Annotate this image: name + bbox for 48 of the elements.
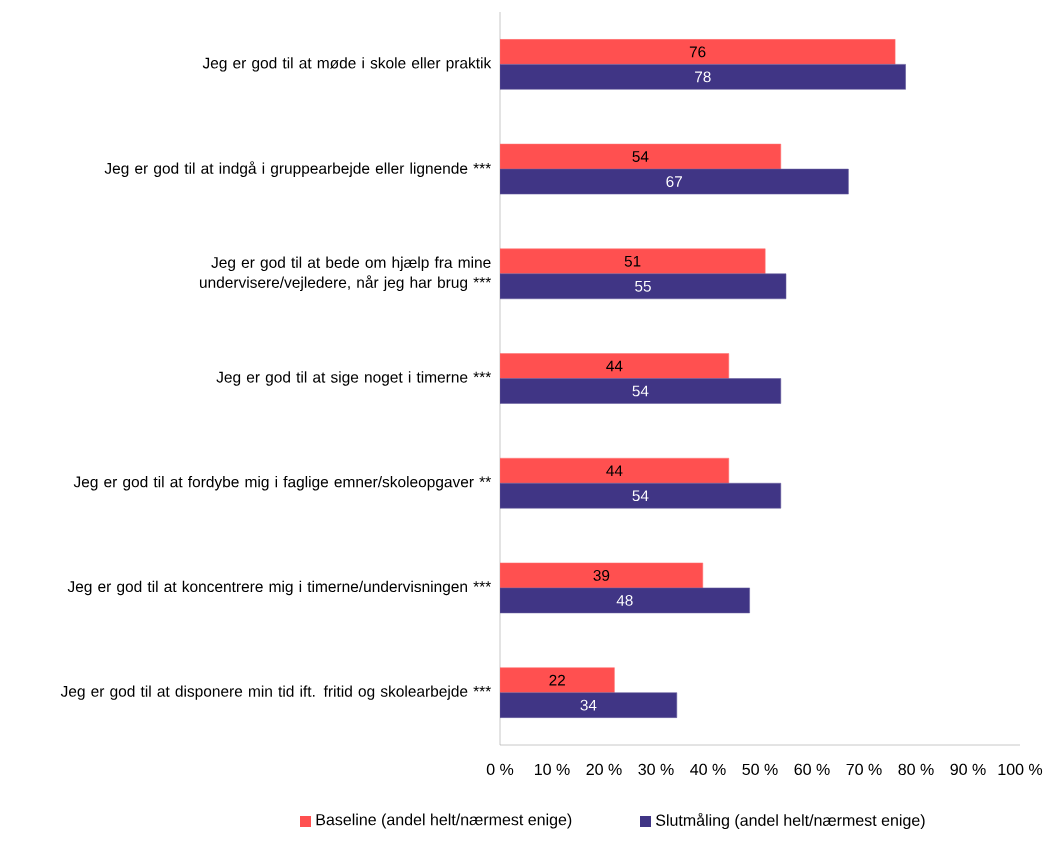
bar bbox=[500, 562, 704, 589]
x-tick-label: 90 % bbox=[950, 763, 986, 776]
y-tick-label: Jeg er god til at indgå i gruppearbejde eller lignende *** bbox=[104, 161, 491, 177]
y-tick-label: Jeg er god til at disponere min tid ift. fritid og skolearbejde *** bbox=[60, 685, 491, 700]
y-tick-label: Jeg er god til at koncentrere mig i timerne/undervisningen *** bbox=[67, 580, 491, 596]
data-label: 44 bbox=[606, 465, 623, 476]
data-label: 44 bbox=[606, 360, 623, 372]
data-label: 34 bbox=[580, 699, 597, 711]
x-tick-label: 60 % bbox=[794, 763, 830, 776]
data-label: 76 bbox=[689, 46, 706, 58]
data-label: 67 bbox=[666, 176, 682, 187]
bar bbox=[500, 248, 766, 275]
bar bbox=[500, 39, 896, 65]
data-label: 54 bbox=[632, 490, 649, 502]
y-tick-label: Jeg er god til at sige noget i timerne *** bbox=[216, 371, 491, 386]
y-tick-label: Jeg er god til at bede om hjælp fra mine undervisere/vejledere, når jeg har brug *** bbox=[199, 256, 491, 292]
x-tick-label: 70 % bbox=[846, 763, 882, 776]
bar bbox=[500, 353, 730, 379]
y-tick-label: Jeg er god til at fordybe mig i faglige emner/skoleopgaver ** bbox=[73, 476, 491, 491]
legend-label: Slutmåling (andel helt/nærmest enige) bbox=[656, 812, 925, 830]
bar bbox=[500, 273, 787, 300]
x-tick-label: 0 % bbox=[486, 763, 514, 776]
bar bbox=[500, 378, 782, 404]
data-label: 39 bbox=[593, 570, 610, 581]
bar bbox=[500, 457, 730, 484]
bar bbox=[500, 587, 750, 614]
x-tick-label: 20 % bbox=[586, 763, 622, 776]
bar bbox=[500, 168, 849, 195]
legend-label: Baseline (andel helt/nærmest enige) bbox=[316, 813, 572, 829]
bar bbox=[500, 692, 678, 718]
bar bbox=[500, 64, 906, 90]
x-tick-label: 40 % bbox=[690, 763, 726, 776]
data-label: 78 bbox=[695, 71, 711, 83]
data-label: 51 bbox=[624, 255, 641, 267]
bar bbox=[500, 143, 782, 170]
x-tick-label: 80 % bbox=[898, 763, 934, 776]
bar bbox=[500, 667, 615, 693]
x-tick-label: 50 % bbox=[742, 763, 778, 776]
y-tick-label: Jeg er god til at møde i skole eller praktik bbox=[202, 57, 492, 72]
data-label: 55 bbox=[635, 280, 651, 292]
x-tick-label: 30 % bbox=[638, 763, 674, 776]
data-label: 54 bbox=[632, 151, 649, 162]
data-label: 48 bbox=[616, 595, 633, 606]
x-tick-label: 100 % bbox=[998, 763, 1043, 776]
data-label: 54 bbox=[632, 385, 649, 397]
data-label: 22 bbox=[549, 674, 565, 686]
bar bbox=[500, 482, 782, 509]
x-tick-label: 10 % bbox=[534, 763, 570, 776]
